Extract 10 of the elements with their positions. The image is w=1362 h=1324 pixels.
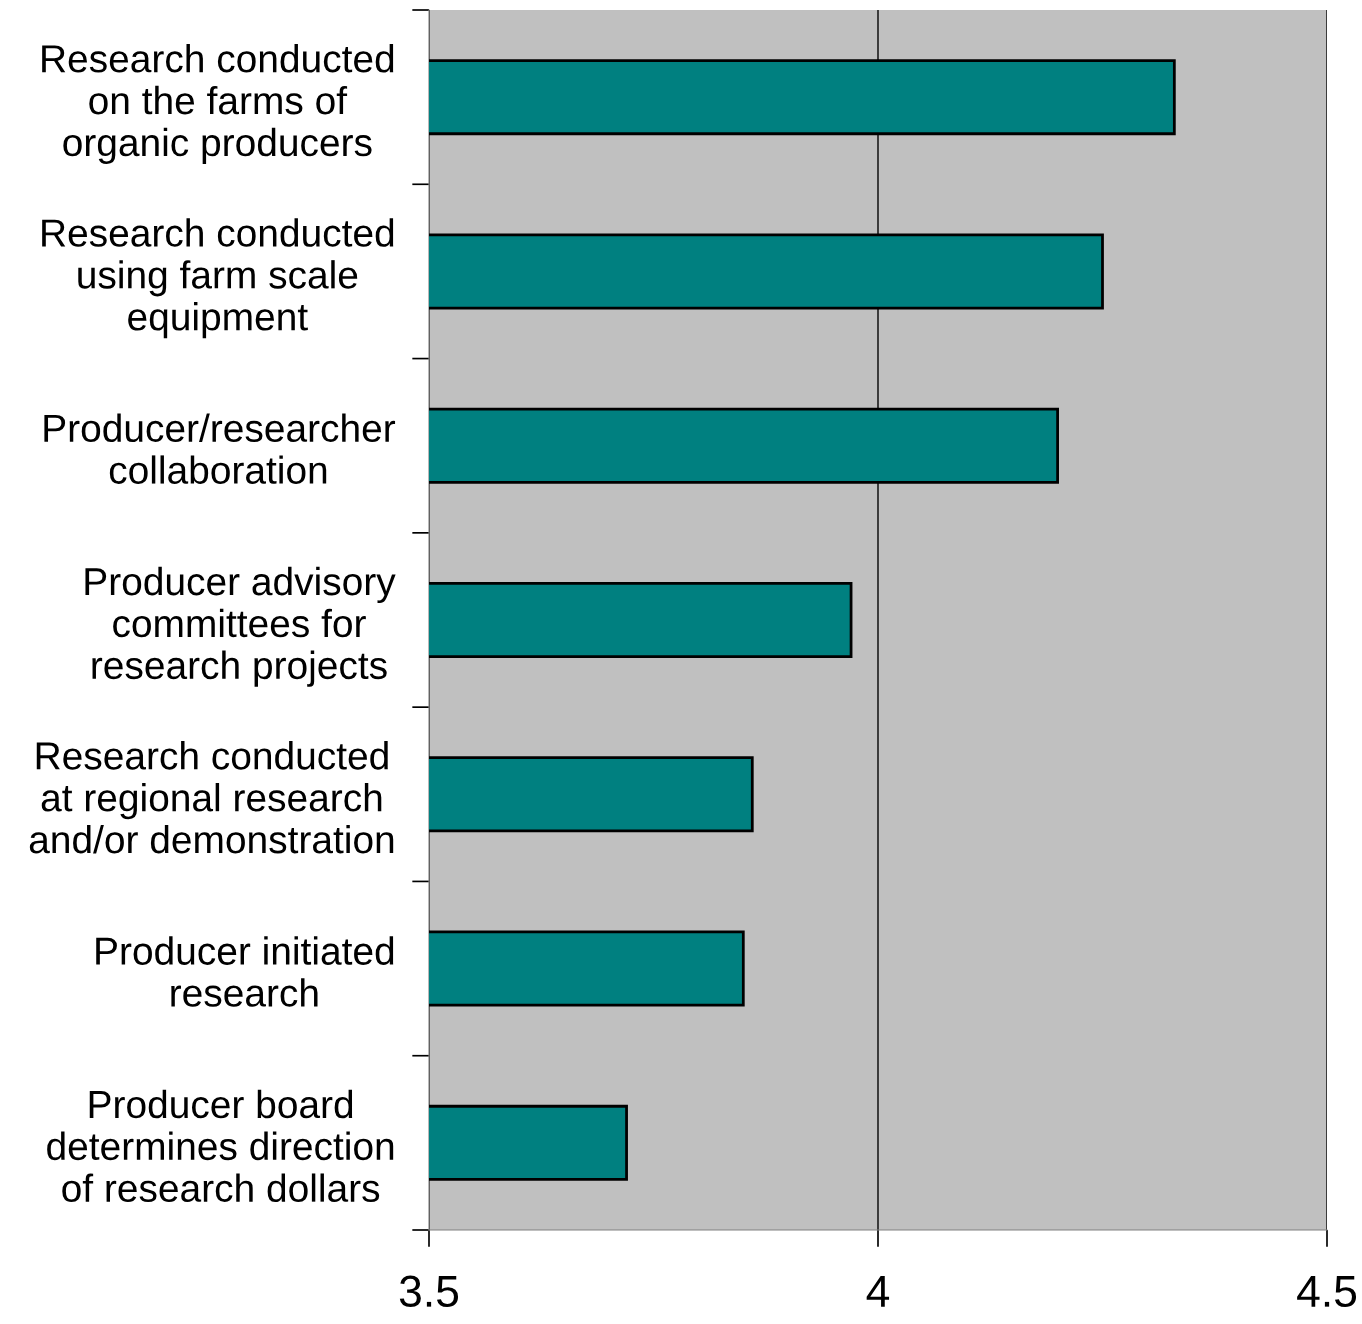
y-tick-label: Producer advisory committees for research projects — [85, 566, 396, 687]
x-tick-label: 4.5 — [1297, 1276, 1357, 1308]
y-tick-label: Producer initiated research — [96, 936, 394, 1007]
y-tick-label: Research conducted at regional research and/or demonstration — [29, 741, 394, 854]
y-tick-label: Producer/researcher collaboration — [44, 413, 396, 484]
y-tick-label: Research conducted using farm scale equipment — [42, 218, 394, 339]
y-tick-label: Research conducted on the farms of organic producers — [42, 43, 394, 165]
x-tick-label: 3.5 — [399, 1275, 459, 1308]
y-tick-label: Producer board determines direction of research dollars — [47, 1089, 394, 1203]
x-tick-label: 4 — [866, 1276, 890, 1307]
